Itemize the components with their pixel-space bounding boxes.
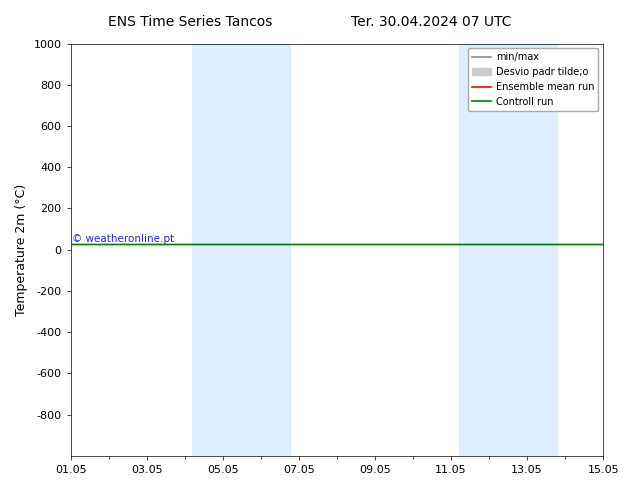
Text: Ter. 30.04.2024 07 UTC: Ter. 30.04.2024 07 UTC	[351, 15, 512, 29]
Legend: min/max, Desvio padr tilde;o, Ensemble mean run, Controll run: min/max, Desvio padr tilde;o, Ensemble m…	[468, 49, 598, 111]
Bar	[230, 44, 291, 456]
Text: ENS Time Series Tancos: ENS Time Series Tancos	[108, 15, 273, 29]
Bar	[458, 44, 496, 456]
Y-axis label: Temperature 2m (°C): Temperature 2m (°C)	[15, 184, 28, 316]
Bar	[496, 44, 557, 456]
Text: © weatheronline.pt: © weatheronline.pt	[72, 234, 174, 244]
Bar	[192, 44, 230, 456]
